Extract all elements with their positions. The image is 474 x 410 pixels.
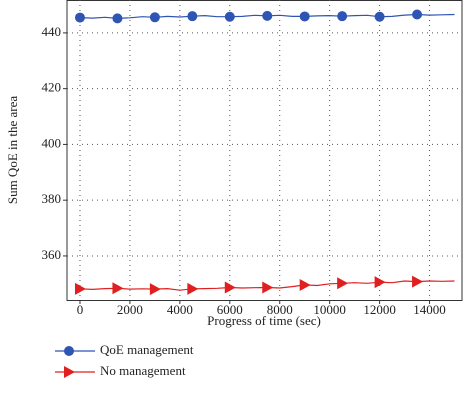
data-point xyxy=(337,277,349,290)
data-point xyxy=(187,282,199,295)
data-point xyxy=(374,276,386,289)
data-point xyxy=(112,282,124,295)
data-point xyxy=(262,10,273,21)
x-tick-label: 12000 xyxy=(363,302,396,317)
x-tick-label: 8000 xyxy=(267,302,293,317)
data-point xyxy=(299,278,311,291)
y-tick-label: 420 xyxy=(42,80,62,95)
data-point xyxy=(374,11,385,22)
plot-frame xyxy=(66,0,463,301)
data-point xyxy=(262,281,274,294)
data-point xyxy=(149,283,161,296)
data-point xyxy=(337,11,348,22)
data-point xyxy=(224,281,236,294)
data-point xyxy=(74,12,85,23)
x-axis-title: Progress of time (sec) xyxy=(207,313,321,328)
x-tick-label: 14000 xyxy=(413,302,446,317)
data-point xyxy=(412,275,424,288)
y-tick-label: 380 xyxy=(42,191,62,206)
data-point xyxy=(74,282,86,295)
legend-label: No management xyxy=(100,363,186,378)
data-point xyxy=(299,11,310,22)
x-tick-label: 10000 xyxy=(313,302,346,317)
y-tick-label: 440 xyxy=(42,24,62,39)
data-point xyxy=(187,11,198,22)
x-tick-label: 6000 xyxy=(217,302,243,317)
x-tick-label: 0 xyxy=(77,302,84,317)
legend-label: QoE management xyxy=(100,342,194,357)
legend-marker xyxy=(64,366,75,378)
y-tick-label: 360 xyxy=(42,247,62,262)
data-point xyxy=(149,12,160,23)
x-tick-label: 2000 xyxy=(117,302,143,317)
data-point xyxy=(224,11,235,22)
y-tick-label: 400 xyxy=(42,135,62,150)
data-point xyxy=(412,9,423,20)
data-point xyxy=(112,13,123,24)
legend-marker xyxy=(64,346,74,356)
x-tick-label: 4000 xyxy=(167,302,193,317)
y-axis-title: Sum QoE in the area xyxy=(5,96,20,205)
